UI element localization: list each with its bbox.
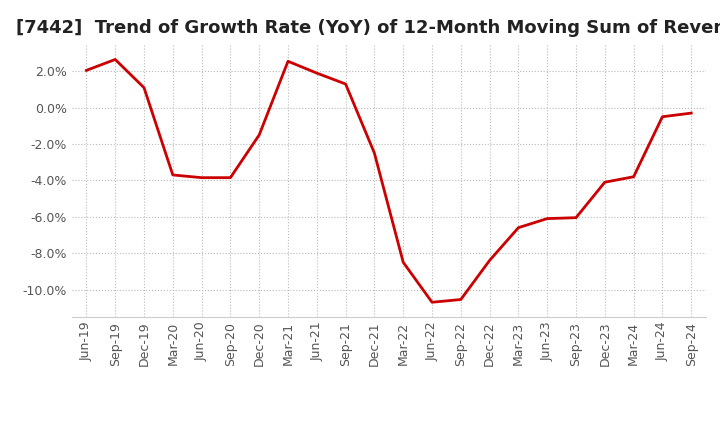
Title: [7442]  Trend of Growth Rate (YoY) of 12-Month Moving Sum of Revenues: [7442] Trend of Growth Rate (YoY) of 12-… xyxy=(16,19,720,37)
